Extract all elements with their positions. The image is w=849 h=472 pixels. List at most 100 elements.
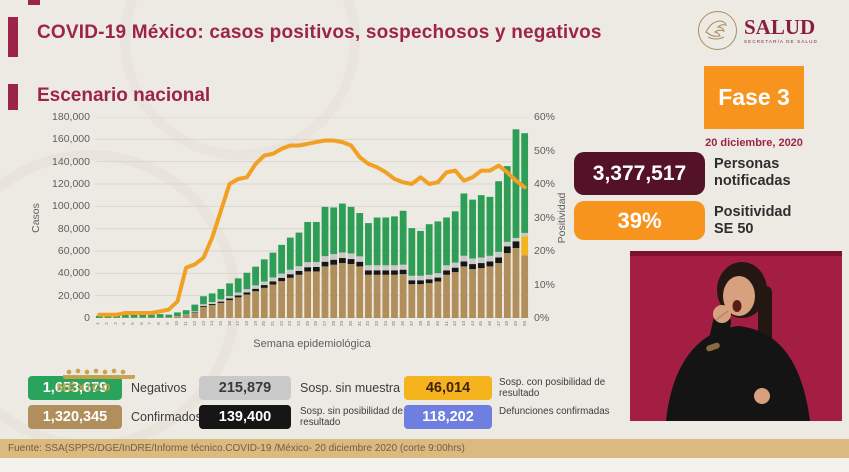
legend-label-negativos: Negativos bbox=[131, 381, 187, 395]
x-tick: 26 bbox=[313, 320, 319, 327]
legend-badge-negativos: 1,653,679 bbox=[28, 376, 122, 400]
x-tick: 5 bbox=[129, 322, 135, 325]
x-tick: 45 bbox=[478, 320, 484, 327]
x-tick: 1 bbox=[95, 322, 101, 325]
x-tick: 32 bbox=[365, 320, 371, 327]
mexico-watermark-text: MÉXICO bbox=[57, 382, 113, 394]
legend-badge-confirmados: 1,320,345 bbox=[28, 405, 122, 429]
source-footer: Fuente: SSA(SPPS/DGE/InDRE/Informe técni… bbox=[0, 439, 849, 458]
x-tick: 30 bbox=[348, 320, 354, 327]
x-tick: 33 bbox=[374, 320, 380, 327]
x-tick: 39 bbox=[426, 320, 432, 327]
y-tick-right: 30% bbox=[534, 211, 556, 224]
x-tick: 20 bbox=[261, 320, 267, 327]
x-tick: 35 bbox=[391, 320, 397, 327]
notified-label: Personas notificadas bbox=[714, 156, 791, 189]
x-tick: 2 bbox=[103, 322, 109, 325]
x-tick: 18 bbox=[243, 320, 249, 327]
x-tick: 28 bbox=[330, 320, 336, 327]
y-tick-left: 160,000 bbox=[52, 133, 90, 146]
x-tick: 12 bbox=[191, 320, 197, 327]
x-tick: 48 bbox=[504, 320, 510, 327]
gobierno-watermark-figures bbox=[63, 368, 135, 379]
x-tick: 31 bbox=[356, 320, 362, 327]
salud-logo: SALUD SECRETARÍA DE SALUD bbox=[698, 8, 843, 52]
phase-date: 20 diciembre, 2020 bbox=[705, 137, 803, 149]
legend-badge-defunciones: 118,202 bbox=[404, 405, 492, 429]
x-tick: 14 bbox=[209, 320, 215, 327]
logo-subtitle: SECRETARÍA DE SALUD bbox=[744, 38, 818, 44]
x-tick: 22 bbox=[278, 320, 284, 327]
y-tick-right: 60% bbox=[534, 111, 556, 123]
x-tick: 37 bbox=[408, 320, 414, 327]
x-tick: 15 bbox=[217, 320, 223, 327]
legend-label-sosp-con-posibilidad: Sosp. con posibilidad de resultado bbox=[499, 377, 606, 400]
section-accent-bar bbox=[8, 84, 18, 110]
y-tick-left: 140,000 bbox=[52, 155, 90, 168]
positivity-label: Positividad SE 50 bbox=[714, 204, 792, 237]
chart-plot bbox=[95, 117, 529, 318]
legend-badge-sosp-con-posibilidad: 46,014 bbox=[404, 376, 492, 400]
y-tick-right: 20% bbox=[534, 245, 556, 257]
x-tick: 21 bbox=[269, 320, 275, 327]
y-axis-ticks-left: 0 20,000 40,000 60,000 80,000 100,000 120,000 1… bbox=[38, 111, 90, 324]
y-axis-title-right: Positividad bbox=[556, 192, 568, 244]
x-tick: 46 bbox=[486, 320, 492, 327]
eagle-emblem-icon bbox=[698, 10, 737, 50]
x-tick: 10 bbox=[174, 320, 180, 327]
x-tick: 44 bbox=[469, 320, 475, 327]
x-tick: 4 bbox=[121, 322, 127, 325]
legend-label-confirmados: Confirmados bbox=[131, 410, 202, 424]
legend-label-sosp-sin-posibilidad: Sosp. sin posibilidad de resultado bbox=[300, 406, 403, 429]
page-title: COVID-19 México: casos positivos, sospec… bbox=[37, 22, 602, 43]
y-tick-right: 40% bbox=[534, 178, 556, 190]
x-tick: 36 bbox=[400, 320, 406, 327]
x-tick: 9 bbox=[164, 322, 170, 325]
y-tick-left: 120,000 bbox=[52, 178, 90, 190]
header-accent-bar bbox=[8, 17, 18, 57]
positivity-pill: 39% bbox=[574, 201, 705, 240]
x-tick: 50 bbox=[521, 320, 527, 327]
legend-badge-sosp-sin-posibilidad: 139,400 bbox=[199, 405, 291, 429]
y-axis-ticks-right: 0% 10% 20% 30% 40% 50% 60% bbox=[534, 111, 568, 324]
y-tick-left: 0 bbox=[84, 312, 90, 324]
y-tick-right: 10% bbox=[534, 278, 556, 291]
logo-text: SALUD SECRETARÍA DE SALUD bbox=[744, 14, 818, 44]
x-tick: 25 bbox=[304, 320, 310, 327]
x-tick: 13 bbox=[200, 320, 206, 327]
x-tick: 41 bbox=[443, 320, 449, 327]
interpreter-figure bbox=[666, 262, 810, 421]
y-tick-left: 80,000 bbox=[57, 222, 90, 235]
legend-badge-sosp-sin-muestra: 215,879 bbox=[199, 376, 291, 400]
logo-title: SALUD bbox=[744, 14, 816, 39]
legend-label-sosp-sin-muestra: Sosp. sin muestra bbox=[300, 381, 401, 395]
x-tick: 34 bbox=[382, 320, 388, 327]
x-tick: 47 bbox=[495, 320, 501, 327]
y-tick-left: 100,000 bbox=[52, 200, 90, 213]
x-tick: 8 bbox=[155, 322, 161, 325]
x-axis-title: Semana epidemiológica bbox=[253, 338, 371, 350]
legend-label-defunciones: Defunciones confirmadas bbox=[499, 406, 610, 417]
x-tick: 16 bbox=[226, 320, 232, 327]
x-tick: 11 bbox=[182, 321, 188, 326]
x-tick: 19 bbox=[252, 320, 258, 327]
sign-language-interpreter-video bbox=[630, 251, 842, 421]
x-axis-ticks: 1 2 3 4 5 6 7 8 9 10 11 12 13 14 15 16 17 18 19 20 21 22 23 24 2… bbox=[95, 319, 529, 333]
x-tick: 6 bbox=[138, 322, 144, 325]
x-tick: 7 bbox=[147, 322, 153, 325]
y-tick-left: 180,000 bbox=[52, 111, 90, 123]
y-tick-right: 0% bbox=[534, 312, 550, 324]
x-tick: 3 bbox=[112, 322, 118, 325]
x-tick: 24 bbox=[295, 320, 301, 327]
y-tick-right: 50% bbox=[534, 144, 556, 157]
x-tick: 42 bbox=[452, 320, 458, 327]
x-tick: 23 bbox=[287, 320, 293, 327]
phase-badge: Fase 3 bbox=[704, 66, 804, 129]
y-tick-left: 60,000 bbox=[57, 245, 90, 257]
x-tick: 27 bbox=[322, 320, 328, 327]
x-tick: 29 bbox=[339, 320, 345, 327]
section-title: Escenario nacional bbox=[37, 85, 211, 106]
top-corner-accent bbox=[28, 0, 40, 5]
x-tick: 17 bbox=[235, 320, 241, 327]
